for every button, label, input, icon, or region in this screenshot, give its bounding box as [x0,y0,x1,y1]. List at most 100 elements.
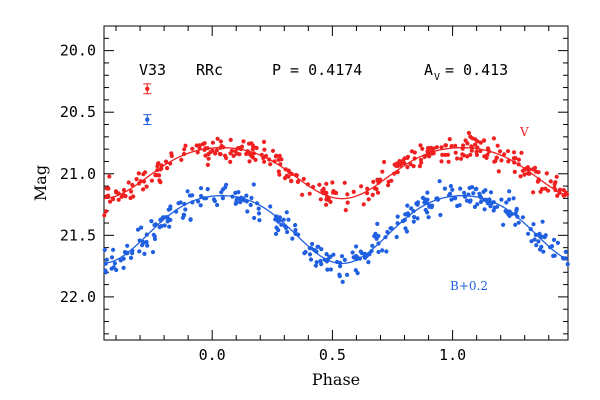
data-point-b [325,267,330,272]
data-point-b [256,206,261,211]
data-point-b [285,229,290,235]
data-point-b [366,260,371,265]
data-point-b [425,190,430,195]
data-point-v [434,145,439,150]
data-point-b [409,206,414,211]
data-point-b [224,182,229,187]
y-tick-labels: 20.0 20.5 21.0 21.5 22.0 [60,42,96,306]
data-point-b [188,217,193,222]
data-point-b [128,255,134,260]
data-point-b [457,203,462,208]
data-point-b [475,202,480,207]
data-point-v [107,174,112,179]
data-point-v [103,209,109,214]
data-point-b [150,250,156,255]
data-point-b [450,187,455,192]
data-point-v [351,189,356,194]
data-point-b [233,201,238,206]
data-point-b [145,243,150,248]
data-point-b [437,179,442,184]
data-point-v [553,180,558,185]
data-point-b [257,218,262,223]
data-point-b [141,240,146,245]
data-point-v [453,150,458,155]
data-point-b [513,222,518,227]
data-point-v [343,208,348,213]
data-point-v [206,156,211,161]
data-point-v [300,192,305,197]
data-point-b [248,202,253,208]
data-point-b [415,216,420,221]
data-point-v [439,159,444,164]
data-point-b [109,266,114,271]
data-point-b [412,214,417,220]
data-point-v [262,147,267,152]
data-point-b [385,229,390,235]
data-point-b [462,190,467,195]
data-point-v [182,147,187,152]
amplitude-value: = 0.413 [445,61,508,79]
data-point-v [546,188,551,193]
data-point-v [289,178,294,183]
data-point-v [231,153,236,158]
data-point-b [198,186,204,191]
data-point-v [555,193,560,198]
period-text: P = 0.4174 [272,61,362,79]
data-point-v [374,186,379,192]
data-point-v [183,143,188,148]
data-point-v [197,143,202,148]
data-point-v [478,140,483,145]
data-point-v [397,159,402,164]
data-point-b [151,232,156,237]
amplitude-label: A [424,61,433,79]
data-point-v [513,156,518,161]
data-point-b [354,254,359,259]
data-point-v [141,172,146,177]
data-point-b [337,272,342,277]
data-point-b [339,254,345,259]
data-point-b [121,265,126,270]
data-point-b [507,197,512,202]
data-point-b [540,219,545,224]
data-point-b [384,249,389,254]
data-point-v [268,162,273,167]
data-point-v [446,159,451,164]
error-bar-point [145,117,150,122]
data-point-b [281,217,286,222]
data-point-b [358,249,363,254]
data-point-b [422,200,427,205]
data-point-b [310,241,315,247]
data-point-v [218,152,223,157]
data-point-v [116,197,121,202]
y-tick-label: 21.5 [60,226,96,244]
data-point-v [244,151,249,157]
data-point-b [354,244,359,249]
data-point-v [250,155,255,160]
data-point-b [469,185,475,190]
data-point-v [114,190,119,195]
data-point-b [543,233,548,238]
data-point-v [405,165,410,170]
data-point-v [119,194,124,199]
data-point-v [420,146,425,151]
data-point-v [214,148,219,153]
data-point-b [142,251,147,256]
data-point-b [111,247,116,252]
error-bar-point [145,86,150,92]
data-point-v [502,152,507,157]
plot-frame [103,25,569,341]
data-point-b [403,226,408,231]
data-point-v [548,179,553,184]
data-point-b [536,239,541,244]
data-point-b [314,260,319,265]
data-point-v [195,150,200,155]
data-point-b [290,236,295,241]
data-point-v [447,137,452,142]
data-point-v [418,157,424,162]
data-point-b [370,243,375,248]
data-point-b [380,248,385,253]
data-point-b [526,231,531,236]
x-tick-labels: 0.0 0.5 1.0 [199,346,467,364]
data-point-b [501,222,506,227]
